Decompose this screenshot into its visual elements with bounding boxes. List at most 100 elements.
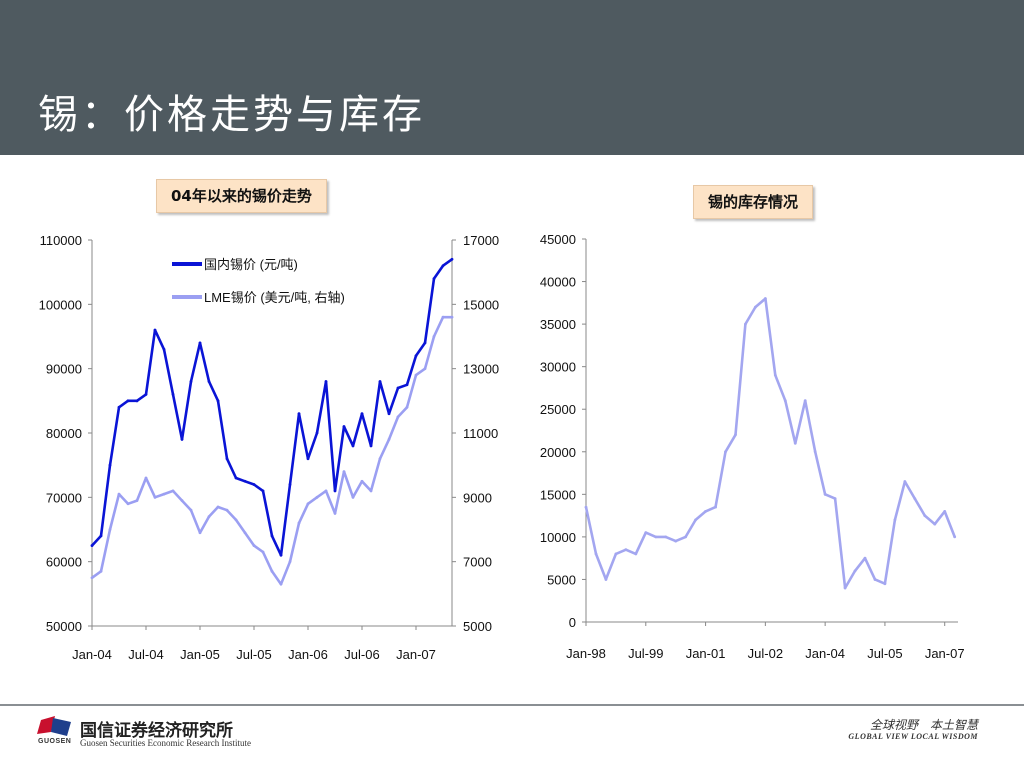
inventory-point (753, 305, 757, 309)
inventory-point (584, 505, 588, 509)
domestic-price-point (414, 354, 418, 358)
domestic-price-point (99, 534, 103, 538)
domestic-price-point (432, 277, 436, 280)
lme-price-point (225, 508, 229, 512)
inventory-point (883, 582, 887, 586)
inventory-chart-x-tick-label: Jan-98 (566, 646, 606, 661)
domestic-price-point (252, 483, 256, 486)
inventory-chart-y-tick-label: 10000 (540, 530, 576, 545)
inventory-point (773, 373, 777, 377)
lme-price-point (252, 544, 256, 547)
domestic-price-point (279, 553, 283, 557)
lme-price-point (270, 569, 274, 573)
footer-slogan-en: GLOBAL VIEW LOCAL WISDOM (848, 732, 978, 741)
lme-price-point (180, 499, 184, 502)
inventory-point (634, 552, 638, 556)
lme-price-point (333, 512, 337, 515)
inventory-point (953, 535, 957, 539)
footer-company-name: 国信证券经济研究所 (80, 721, 233, 741)
inventory-point (873, 578, 877, 581)
price-chart-y-tick-label: 60000 (46, 555, 82, 570)
lme-price-line (91, 315, 452, 586)
lme-price-point (423, 367, 427, 371)
domestic-price-point (360, 412, 364, 416)
lme-price-point (99, 569, 103, 573)
footer-brand-short: GUOSEN (38, 738, 72, 745)
lme-price-point (405, 405, 409, 409)
price-chart-x-tick-label: Jan-07 (396, 647, 436, 662)
price-chart-y-tick-label: 100000 (39, 297, 82, 312)
domestic-price-point (297, 412, 301, 416)
guosen-logo-icon (37, 716, 71, 736)
lme-price-point (450, 315, 454, 319)
footer-divider (0, 704, 1024, 706)
inventory-point (763, 297, 767, 300)
inventory-chart-x-tick-label: Jan-01 (686, 646, 726, 661)
inventory-chart-y-tick-label: 15000 (540, 487, 576, 502)
inventory-point (783, 399, 787, 403)
domestic-price-point (369, 444, 373, 448)
domestic-price-point (324, 380, 328, 383)
lme-price-point (387, 438, 391, 441)
lme-price-point (216, 505, 220, 509)
lme-price-point (171, 489, 175, 493)
domestic-price-point (423, 341, 427, 345)
inventory-chart-caption: 锡的库存情况 (693, 185, 814, 219)
domestic-price-point (126, 399, 130, 403)
header-bar: 锡：价格走势与库存 (0, 0, 1024, 155)
inventory-chart-y-tick-label: 20000 (540, 445, 576, 460)
domestic-price-point (261, 489, 265, 493)
lme-price-point (261, 550, 265, 554)
domestic-price-point (270, 534, 274, 538)
domestic-price-point (288, 483, 292, 486)
domestic-price-point (144, 393, 148, 396)
inventory-point (644, 531, 648, 535)
domestic-price-point (108, 463, 112, 467)
lme-price-point (279, 582, 283, 586)
domestic-price-point (90, 544, 94, 547)
inventory-point (624, 548, 628, 552)
price-chart-y2-tick-label: 11000 (463, 426, 498, 441)
domestic-price-point (225, 457, 229, 461)
domestic-price-point (180, 438, 184, 441)
domestic-price-point (135, 399, 139, 403)
lme-price-point (189, 508, 193, 512)
inventory-chart-x-tick-label: Jul-02 (748, 646, 783, 661)
inventory-point (893, 518, 897, 522)
lme-price-point (432, 335, 436, 338)
lme-price-point (369, 489, 373, 493)
lme-price-point (324, 489, 328, 493)
price-chart-y-tick-label: 90000 (46, 362, 82, 377)
inventory-chart-y-tick-label: 5000 (547, 572, 576, 587)
price-chart-x-tick-label: Jul-04 (128, 647, 163, 662)
lme-price-point (414, 373, 418, 377)
footer-company-name-en: Guosen Securities Economic Research Inst… (80, 738, 251, 748)
price-chart-y-tick-label: 80000 (46, 426, 82, 441)
inventory-point (853, 569, 857, 573)
domestic-price-point (396, 386, 400, 390)
lme-price-point (315, 495, 319, 499)
inventory-point (704, 509, 707, 513)
domestic-price-point (216, 399, 220, 403)
domestic-price-point (171, 393, 175, 396)
inventory-point (843, 586, 847, 590)
price-chart-y2-tick-label: 9000 (463, 490, 492, 505)
inventory-chart-y-tick-label: 40000 (540, 275, 576, 290)
inventory-point (913, 497, 917, 500)
inventory-chart-x-tick-label: Jan-04 (805, 646, 845, 661)
lme-price-point (243, 531, 247, 535)
price-chart-caption: 04年以来的锡价走势 (156, 179, 327, 213)
lme-price-point (126, 502, 130, 506)
inventory-point (614, 552, 618, 556)
lme-price-point (360, 479, 364, 483)
lme-price-point (378, 457, 382, 461)
domestic-price-point (117, 405, 121, 409)
price-chart-x-tick-label: Jul-06 (344, 647, 379, 662)
inventory-point (724, 450, 727, 454)
price-chart-y-tick-label: 50000 (46, 619, 82, 634)
inventory-chart-x-tick-label: Jan-07 (925, 646, 965, 661)
lme-price-point (162, 492, 166, 496)
inventory-point (903, 480, 907, 483)
page-title: 锡：价格走势与库存 (38, 92, 425, 138)
